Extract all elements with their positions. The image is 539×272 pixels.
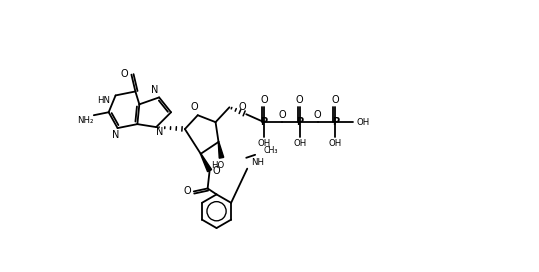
Text: N: N (112, 130, 119, 140)
Text: CH₃: CH₃ (263, 146, 278, 155)
Text: OH: OH (258, 140, 271, 149)
Text: NH₂: NH₂ (77, 116, 93, 125)
Text: HN: HN (96, 96, 109, 105)
Text: O: O (191, 102, 198, 112)
Text: O: O (213, 166, 220, 176)
Text: P: P (260, 117, 268, 127)
Text: O: O (260, 95, 268, 105)
Text: OH: OH (329, 140, 342, 149)
Text: N: N (151, 85, 159, 95)
Text: O: O (121, 69, 128, 79)
Text: OH: OH (293, 140, 306, 149)
Text: O: O (331, 95, 339, 105)
Text: HO: HO (211, 161, 224, 170)
Text: P: P (332, 117, 339, 127)
Text: OH: OH (356, 118, 370, 127)
Text: NH: NH (251, 158, 264, 167)
Text: O: O (296, 95, 303, 105)
Text: O: O (314, 110, 321, 120)
Polygon shape (201, 154, 212, 172)
Text: O: O (238, 102, 246, 112)
Text: P: P (296, 117, 303, 127)
Text: O: O (278, 110, 286, 120)
Text: O: O (183, 186, 191, 196)
Text: N: N (156, 127, 164, 137)
Polygon shape (218, 142, 224, 158)
